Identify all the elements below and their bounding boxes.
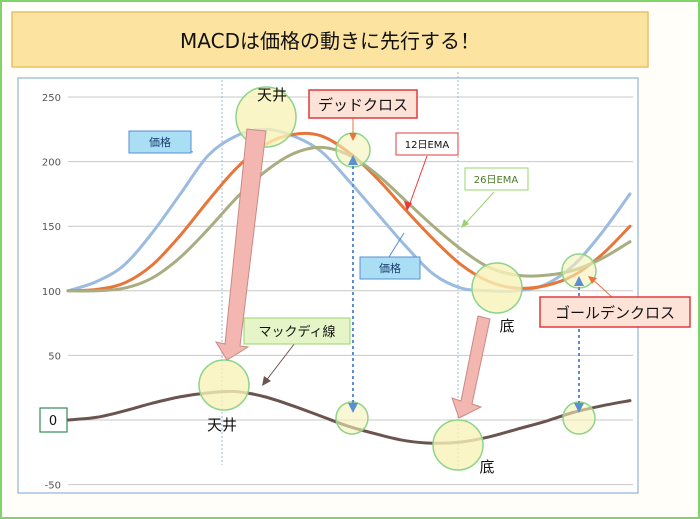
dead-cross-label: デッドクロス — [318, 96, 408, 114]
macd-line-pointer-head — [262, 376, 271, 386]
title-banner — [11, 11, 649, 68]
golden-cross-box — [539, 296, 691, 328]
price-bottom-box — [359, 256, 421, 280]
arrowhead-down-2 — [574, 403, 584, 413]
golden-cross-pointer — [590, 277, 613, 298]
ema12-label: 12日EMA — [405, 140, 450, 151]
ema12-box — [395, 132, 459, 156]
macd-peak-label: 天井 — [207, 416, 237, 434]
macd-bottom-label: 底 — [479, 458, 494, 476]
dead-cross-pointer-head — [349, 133, 357, 141]
ema26-label: 26日EMA — [474, 175, 519, 186]
arrowhead-down-1 — [348, 403, 358, 413]
price-bottom-label: 価格 — [379, 261, 401, 275]
y-tick-label: 150 — [42, 222, 61, 233]
ema12-pointer — [408, 155, 428, 207]
y-axis-ticks: 250 200 150 100 50 -50 — [42, 93, 61, 492]
bottom-label: 底 — [499, 317, 514, 335]
ema12-pointer-head — [404, 201, 412, 211]
arrowhead-up-1 — [348, 155, 358, 165]
chart-title: MACDは価格の動きに先行する！ — [180, 29, 480, 53]
golden-cross-label: ゴールデンクロス — [555, 304, 675, 322]
dead-cross-box — [308, 89, 418, 119]
top-to-macd-arrow — [214, 128, 267, 361]
y-tick-label: 50 — [48, 351, 61, 362]
ema26-pointer-head — [461, 219, 469, 228]
macd-line-pointer — [264, 342, 296, 383]
y-tick-label: 250 — [42, 93, 61, 104]
ema26-pointer — [463, 191, 495, 226]
macd-line-box — [243, 317, 351, 345]
arrowhead-up-2 — [574, 276, 584, 286]
price-top-box — [128, 130, 192, 154]
bottom-circle — [471, 262, 523, 314]
macd-line-label: マックディ線 — [258, 324, 335, 340]
price-bottom-pointer — [388, 232, 405, 258]
zero-label: 0 — [49, 414, 57, 429]
y-tick-label: 200 — [42, 158, 61, 169]
macd-peak-circle — [198, 359, 250, 411]
y-tick-label: 100 — [42, 287, 61, 298]
top-peak-label: 天井 — [257, 86, 287, 104]
bottom-to-macd-arrow — [451, 315, 491, 419]
golden-cross-pointer-head — [588, 276, 597, 284]
macd-bottom-circle — [432, 419, 484, 471]
price-top-label: 価格 — [149, 135, 171, 149]
y-tick-label: -50 — [45, 481, 61, 492]
zero-box — [39, 407, 68, 433]
ema26-box — [464, 167, 529, 191]
